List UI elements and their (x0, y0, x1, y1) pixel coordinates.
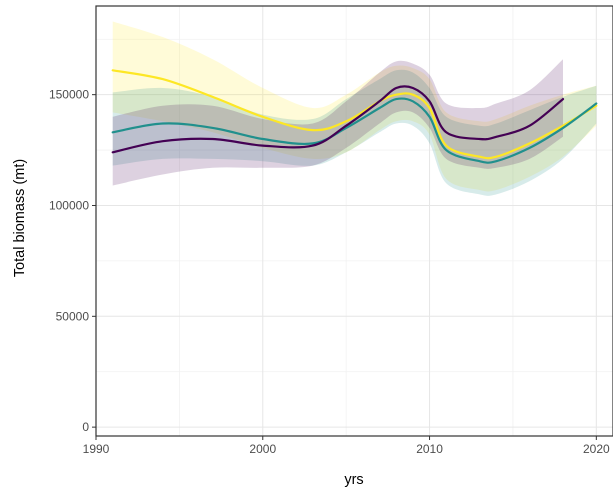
x-tick-label: 1990 (83, 442, 110, 456)
y-tick-label: 0 (82, 420, 89, 434)
panel-background (96, 6, 613, 436)
x-tick-label: 2020 (583, 442, 610, 456)
x-tick-label: 2000 (249, 442, 276, 456)
y-axis-title: Total biomass (mt) (12, 159, 28, 277)
x-tick-label: 2010 (416, 442, 443, 456)
series-yellow-line (111, 69, 598, 160)
panel-border (95, 5, 613, 437)
x-axis-title: yrs (344, 472, 363, 488)
y-tick-label: 100000 (49, 198, 89, 212)
series-yellow-band (112, 21, 597, 192)
series-purple-line (111, 85, 565, 154)
series-lines (111, 69, 598, 164)
y-axis: 0 50000 100000 150000 (49, 88, 96, 434)
y-tick-label: 150000 (49, 88, 89, 102)
y-tick-label: 50000 (56, 309, 90, 323)
series-teal-band (112, 69, 597, 196)
series-teal-line (111, 97, 598, 164)
x-axis: 1990 2000 2010 2020 (83, 436, 610, 456)
